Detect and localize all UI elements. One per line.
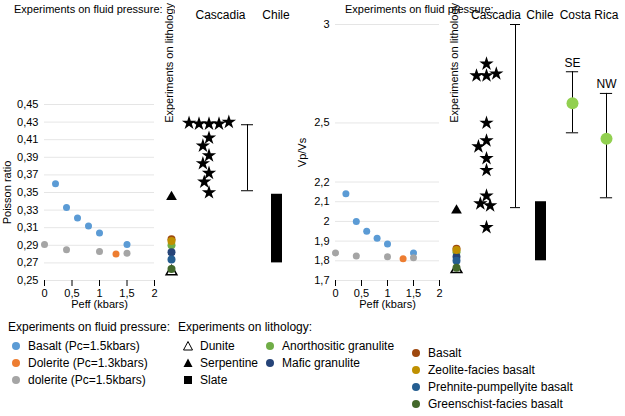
svg-text:0,27: 0,27 — [17, 256, 38, 268]
svg-text:0,41: 0,41 — [17, 133, 38, 145]
svg-text:0,43: 0,43 — [17, 116, 38, 128]
svg-text:0,25: 0,25 — [17, 274, 38, 286]
svg-text:1,5: 1,5 — [119, 287, 135, 300]
svg-text:2,5: 2,5 — [314, 116, 329, 128]
svg-text:0,5: 0,5 — [353, 287, 370, 300]
svg-text:SE: SE — [564, 56, 580, 70]
svg-text:1,5: 1,5 — [405, 287, 422, 300]
svg-text:NW: NW — [597, 77, 618, 91]
svg-text:0,31: 0,31 — [17, 221, 38, 233]
svg-text:1: 1 — [384, 287, 391, 300]
svg-text:2: 2 — [323, 215, 329, 227]
html-text:Experiments on lithology: Experiments on lithology — [448, 3, 460, 123]
svg-text:Peff (kbars): Peff (kbars) — [71, 298, 128, 310]
html-text:Chile: Chile — [262, 8, 290, 22]
svg-text:2,2: 2,2 — [314, 176, 329, 188]
html-text:Experiments on lithology:: Experiments on lithology: — [178, 320, 313, 334]
svg-text:1,9: 1,9 — [314, 235, 329, 247]
html-text:Cascadia: Cascadia — [471, 8, 521, 22]
html-text:Chile: Chile — [526, 8, 554, 22]
html-text:Experiments on lithology: Experiments on lithology — [163, 3, 175, 123]
svg-text:Peff (kbars): Peff (kbars) — [359, 298, 416, 310]
svg-text:1: 1 — [96, 287, 103, 300]
svg-text:0,5: 0,5 — [64, 287, 80, 300]
svg-text:0,35: 0,35 — [17, 186, 38, 198]
html-text:Basalt: Basalt — [428, 345, 462, 360]
html-text:Serpentine: Serpentine — [200, 355, 258, 370]
svg-text:0,29: 0,29 — [17, 239, 38, 251]
svg-text:0: 0 — [41, 287, 47, 299]
svg-text:2,1: 2,1 — [314, 195, 329, 207]
html-text:Costa Rica: Costa Rica — [559, 8, 619, 22]
html-text:Mafic granulite: Mafic granulite — [282, 355, 360, 370]
html-text:Prehnite-pumpellyite basalt: Prehnite-pumpellyite basalt — [428, 379, 573, 394]
svg-text:0,33: 0,33 — [17, 204, 38, 216]
svg-text:2: 2 — [436, 287, 442, 299]
html-text:Dolerite (Pc=1.3kbars): Dolerite (Pc=1.3kbars) — [28, 355, 148, 370]
svg-text:Poisson ratio: Poisson ratio — [1, 161, 13, 225]
svg-text:1,7: 1,7 — [314, 274, 329, 286]
svg-text:0,45: 0,45 — [17, 98, 38, 110]
html-text:dolerite (Pc=1.5kbars): dolerite (Pc=1.5kbars) — [28, 372, 146, 387]
html-text:Cascadia: Cascadia — [195, 8, 246, 22]
html-text:Experiments on fluid pressure:: Experiments on fluid pressure: — [8, 320, 171, 334]
svg-text:1,8: 1,8 — [314, 254, 329, 266]
html-text:Experiments on fluid pressure:: Experiments on fluid pressure: — [14, 3, 163, 15]
html-text:Anorthositic granulite: Anorthositic granulite — [282, 338, 395, 353]
svg-text:0: 0 — [332, 287, 338, 299]
html-text:Slate: Slate — [200, 372, 228, 387]
html-text:Dunite: Dunite — [200, 338, 235, 353]
svg-text:3: 3 — [323, 18, 329, 30]
html-text:Greenschist-facies basalt: Greenschist-facies basalt — [428, 396, 563, 411]
html-text:Zeolite-facies basalt: Zeolite-facies basalt — [428, 362, 535, 377]
html-text:Basalt (Pc=1.5kbars): Basalt (Pc=1.5kbars) — [28, 338, 140, 353]
svg-text:2: 2 — [151, 287, 157, 299]
svg-text:0,37: 0,37 — [17, 168, 38, 180]
svg-text:0,39: 0,39 — [17, 151, 38, 163]
svg-text:Vp/Vs: Vp/Vs — [296, 137, 308, 167]
html-text:Experiments on fluid pressure:: Experiments on fluid pressure: — [345, 3, 494, 15]
